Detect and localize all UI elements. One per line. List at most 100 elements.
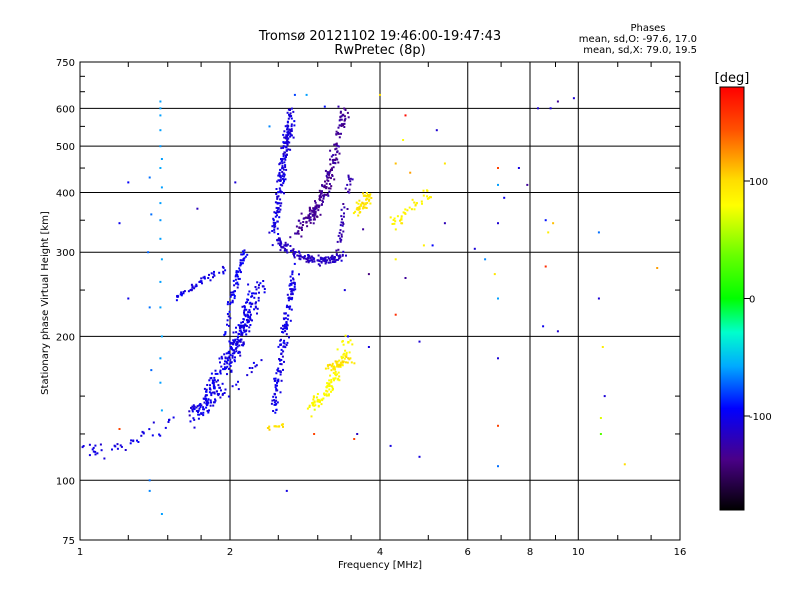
echo-point <box>229 303 232 305</box>
echo-point <box>310 209 313 212</box>
echo-point <box>279 176 282 179</box>
echo-point <box>218 357 221 360</box>
echo-point <box>242 259 245 262</box>
echo-point <box>343 126 346 128</box>
echo-point <box>88 443 91 446</box>
echo-point <box>290 290 293 293</box>
echo-point <box>284 164 287 167</box>
echo-point <box>341 114 344 117</box>
echo-point <box>318 198 321 201</box>
echo-point <box>362 205 365 208</box>
echo-point <box>202 411 205 414</box>
echo-point <box>313 260 316 263</box>
echo-point <box>277 179 280 182</box>
echo-point <box>254 302 257 305</box>
echo-point <box>422 244 425 247</box>
echo-point <box>212 381 215 384</box>
echo-point <box>244 255 247 258</box>
echo-point <box>340 361 343 364</box>
echo-point <box>274 225 277 228</box>
echo-point <box>339 224 342 227</box>
echo-point <box>235 350 238 353</box>
echo-point <box>337 105 340 108</box>
echo-point <box>340 132 342 135</box>
echo-point <box>290 279 292 282</box>
echo-point <box>238 329 241 332</box>
echo-point <box>230 291 233 294</box>
echo-point <box>255 364 258 367</box>
echo-point <box>286 143 289 146</box>
echo-point <box>348 351 351 354</box>
echo-point <box>318 196 321 199</box>
echo-point <box>255 288 258 291</box>
echo-point <box>316 400 319 403</box>
echo-point <box>311 403 314 406</box>
echo-point <box>240 253 243 256</box>
echo-point <box>160 186 163 189</box>
echo-point <box>236 273 239 276</box>
echo-point <box>332 261 334 263</box>
echo-point <box>285 156 287 159</box>
echo-point <box>261 285 264 288</box>
echo-point <box>338 136 341 139</box>
echo-point <box>364 202 367 205</box>
echo-point <box>330 255 333 258</box>
echo-point <box>306 407 309 410</box>
echo-point <box>325 187 328 190</box>
echo-point <box>246 301 249 304</box>
echo-point <box>283 244 286 247</box>
echo-point <box>235 331 238 334</box>
echo-point <box>329 259 332 262</box>
echo-point <box>316 259 319 262</box>
echo-point <box>325 386 328 389</box>
echo-point <box>239 354 242 357</box>
echo-point <box>340 357 343 360</box>
echo-point <box>305 93 308 96</box>
echo-point <box>273 224 276 227</box>
echo-point <box>96 452 99 455</box>
echo-point <box>421 202 423 205</box>
echo-point <box>284 247 287 250</box>
echo-point <box>293 254 295 257</box>
echo-point <box>339 229 342 232</box>
echo-point <box>297 230 300 233</box>
echo-point <box>293 124 296 127</box>
echo-point <box>364 206 367 209</box>
echo-point <box>271 225 274 228</box>
echo-point <box>148 176 151 179</box>
echo-point <box>232 340 235 343</box>
echo-point <box>214 398 216 401</box>
echo-point <box>291 288 294 291</box>
echo-point <box>334 370 337 373</box>
echo-point <box>285 333 288 336</box>
echo-point <box>293 93 296 96</box>
echo-point <box>336 240 339 243</box>
echo-point <box>207 411 210 414</box>
echo-point <box>497 167 499 169</box>
echo-point <box>246 374 249 377</box>
echo-point <box>294 288 297 291</box>
echo-point <box>656 267 659 269</box>
echo-point <box>328 173 330 176</box>
echo-point <box>332 367 335 370</box>
echo-point <box>289 236 292 239</box>
echo-point <box>240 330 243 333</box>
echo-point <box>335 130 338 133</box>
echo-point <box>268 428 271 431</box>
echo-point <box>274 379 277 382</box>
echo-point <box>332 166 335 169</box>
echo-point <box>282 141 285 144</box>
echo-point <box>241 332 244 335</box>
echo-point <box>337 255 340 258</box>
echo-point <box>205 388 208 391</box>
echo-point <box>309 218 312 221</box>
echo-point <box>225 367 228 370</box>
echo-point <box>334 153 337 156</box>
colorbar-tick-label: 0 <box>749 295 755 306</box>
echo-point <box>347 176 350 179</box>
echo-point <box>298 257 301 260</box>
echo-point <box>241 324 244 327</box>
echo-point <box>159 280 162 283</box>
echo-point <box>313 210 316 213</box>
